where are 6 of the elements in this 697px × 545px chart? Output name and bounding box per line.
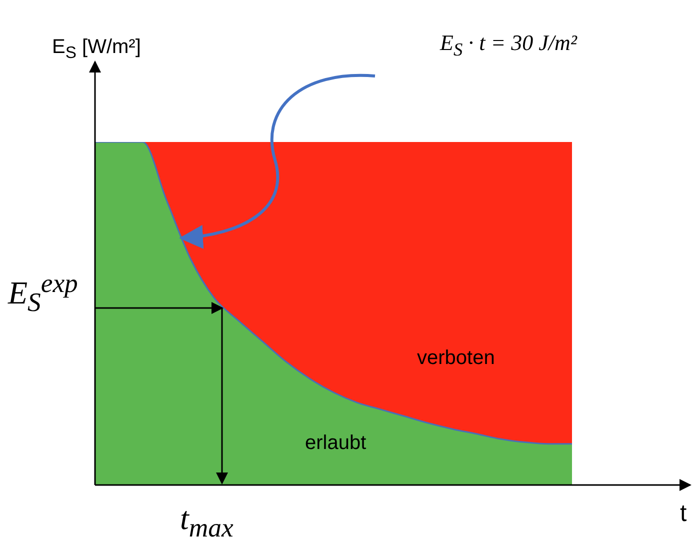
- text: t$_{max}$: [180, 500, 234, 544]
- x-axis-title: t: [680, 500, 687, 528]
- y-axis-title: E$_{S}$ [W/m²]: [52, 36, 141, 63]
- annotation: verboten: [417, 347, 495, 370]
- text: E$_{S}$ · t = 30 J/m²: [440, 30, 577, 60]
- annotation: erlaubt: [305, 432, 366, 455]
